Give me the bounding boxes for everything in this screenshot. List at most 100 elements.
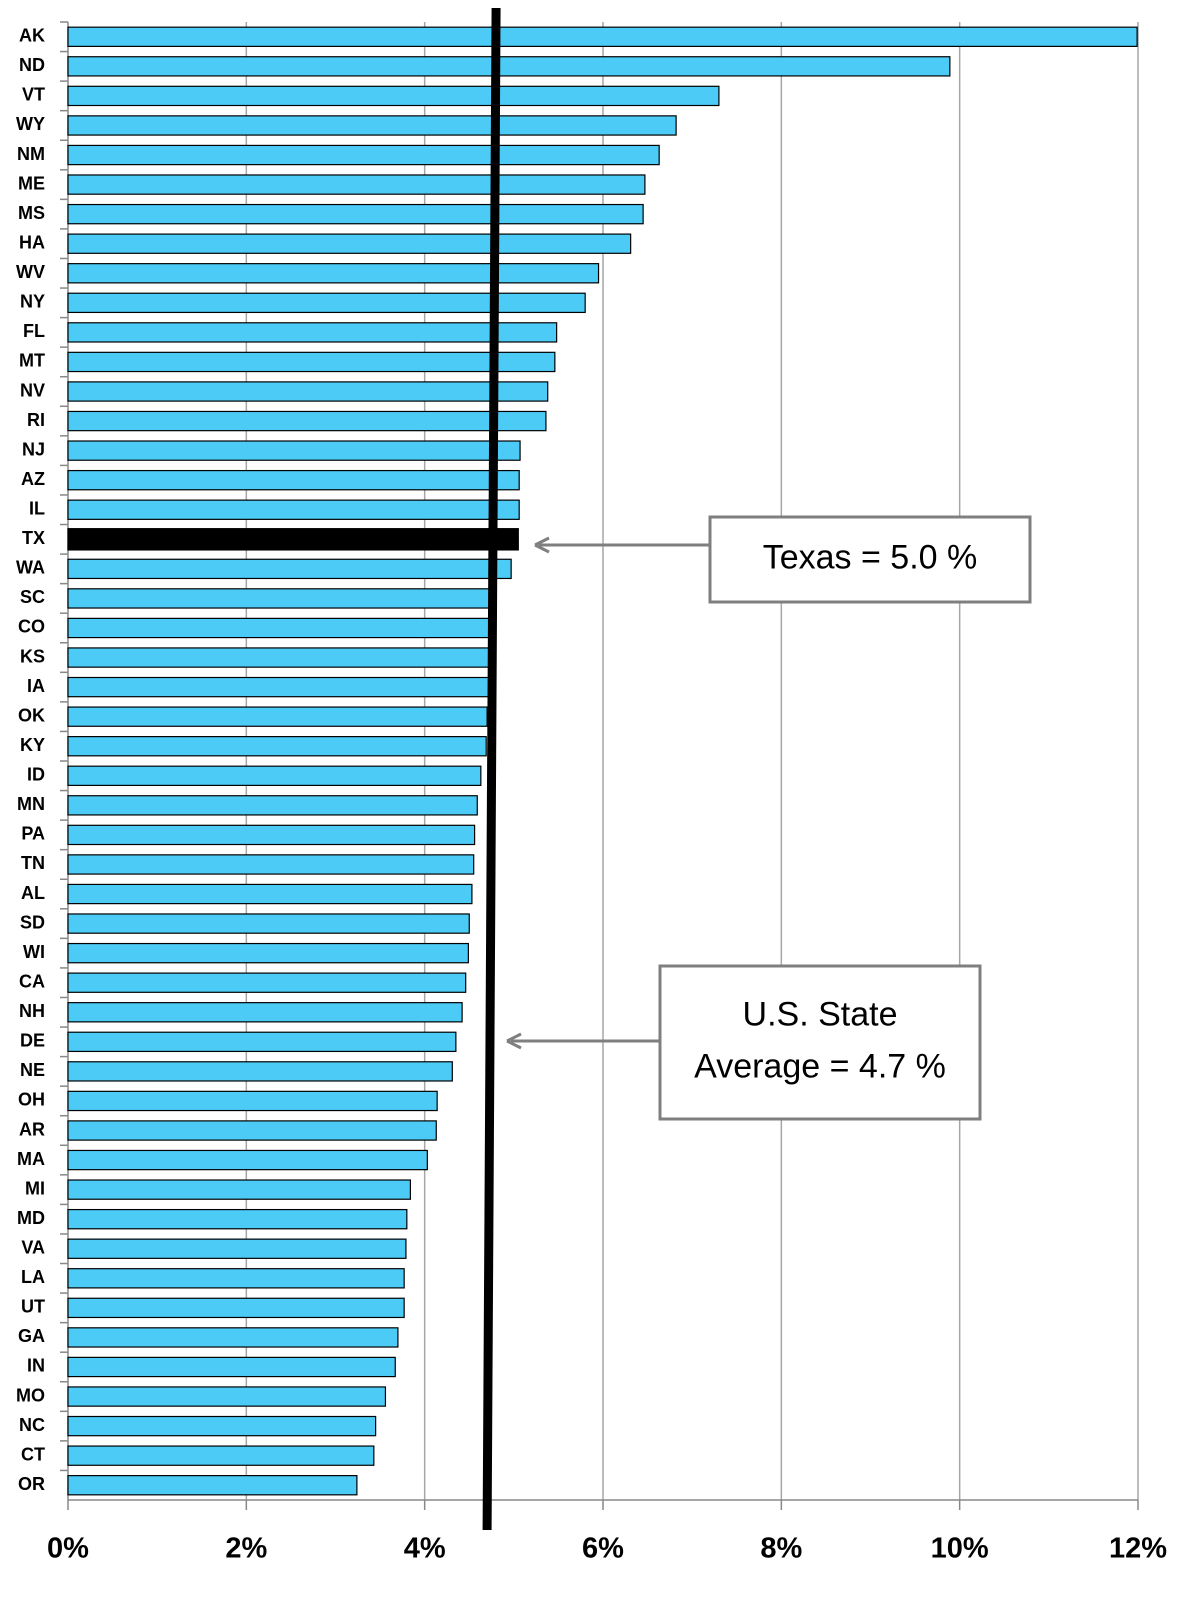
bar [67, 351, 556, 373]
bar [67, 381, 549, 402]
x-tick-label: 8% [760, 1533, 802, 1565]
y-tick-label: CA [19, 971, 45, 991]
y-tick-label: CT [21, 1444, 45, 1464]
bar [67, 1356, 396, 1378]
bar [67, 440, 521, 461]
bar [67, 795, 478, 816]
y-tick-label: MN [17, 794, 45, 814]
y-tick-label: KS [20, 646, 45, 666]
y-tick-label: TN [21, 853, 45, 873]
bar [67, 410, 547, 432]
y-tick-label: WI [23, 942, 45, 962]
bar [67, 824, 476, 846]
bar [67, 883, 473, 905]
x-tick-label: 2% [225, 1533, 267, 1565]
bar [67, 1415, 377, 1437]
y-tick-label: NH [19, 1001, 45, 1021]
y-tick-label: HA [19, 232, 45, 252]
y-tick-label: MS [18, 203, 45, 223]
bar [67, 1002, 463, 1023]
y-tick-label: AL [21, 883, 45, 903]
bar [67, 26, 1138, 47]
average-line [482, 7, 501, 1531]
bar [67, 528, 519, 551]
arrow-head [506, 1032, 522, 1050]
bar [67, 263, 600, 284]
y-tick-label: NM [17, 144, 45, 164]
y-tick-label: MA [17, 1149, 45, 1169]
annotation-text: Texas = 5.0 % [763, 538, 978, 576]
bar [67, 1238, 407, 1259]
bar [67, 115, 677, 136]
y-tick-label: SC [20, 587, 45, 607]
bar [67, 942, 469, 964]
y-tick-label: KY [20, 735, 45, 755]
y-tick-label: ND [19, 55, 45, 75]
y-tick-label: MI [25, 1178, 45, 1198]
arrow-head [534, 536, 550, 554]
bar [67, 1149, 428, 1171]
y-tick-label: NE [20, 1060, 45, 1080]
bar [67, 1179, 411, 1200]
bar [67, 588, 491, 609]
y-tick-label: VT [22, 85, 45, 105]
bar [67, 233, 632, 254]
annotation-box [708, 515, 1032, 604]
annotation-box [658, 964, 982, 1121]
y-tick-label: MT [19, 351, 45, 371]
y-tick-label: OR [18, 1474, 45, 1494]
bar [67, 1208, 408, 1230]
bar [67, 1120, 437, 1141]
y-tick-label: IL [29, 498, 45, 518]
bar [67, 292, 586, 314]
bar [67, 174, 646, 195]
y-tick-label: FL [23, 321, 45, 341]
bar [67, 647, 490, 668]
bar [67, 499, 520, 520]
y-tick-label: RI [27, 410, 45, 430]
bar [67, 854, 475, 875]
annotation-text: U.S. State [743, 995, 898, 1033]
x-tick-label: 12% [1109, 1533, 1167, 1565]
bar [67, 736, 487, 757]
y-tick-label: OH [18, 1090, 45, 1110]
y-tick-label: ID [27, 765, 45, 785]
y-tick-label: VA [21, 1237, 45, 1257]
y-tick-label: WA [16, 558, 45, 578]
y-tick-label: NJ [22, 439, 45, 459]
y-tick-label: NC [19, 1415, 45, 1435]
y-tick-label: NV [20, 380, 45, 400]
y-tick-label: IN [27, 1356, 45, 1376]
y-tick-label: ME [18, 173, 45, 193]
y-tick-label: LA [21, 1267, 45, 1287]
y-tick-label: MD [17, 1208, 45, 1228]
bar [67, 1475, 358, 1496]
bar [67, 85, 720, 107]
y-tick-label: DE [20, 1031, 45, 1051]
y-tick-label: WV [16, 262, 45, 282]
annotation-text: Average = 4.7 % [694, 1047, 946, 1085]
bar [67, 1297, 405, 1319]
y-tick-label: IA [27, 676, 45, 696]
bar [67, 144, 660, 166]
bar [67, 913, 470, 934]
bar [67, 1445, 375, 1466]
bar [67, 558, 512, 580]
y-tick-label: MO [16, 1385, 45, 1405]
y-tick-label: UT [21, 1297, 45, 1317]
bar [67, 765, 482, 786]
bar [67, 322, 558, 343]
y-tick-label: AR [19, 1119, 45, 1139]
x-tick-label: 10% [931, 1533, 989, 1565]
bar [67, 706, 488, 727]
bar [67, 469, 520, 491]
bar [67, 1268, 405, 1289]
bar [67, 1327, 399, 1348]
y-tick-label: WY [16, 114, 45, 134]
y-tick-label: SD [20, 912, 45, 932]
bar [67, 1061, 453, 1082]
bar [67, 1386, 387, 1407]
bar [67, 203, 644, 225]
bar [67, 56, 951, 77]
